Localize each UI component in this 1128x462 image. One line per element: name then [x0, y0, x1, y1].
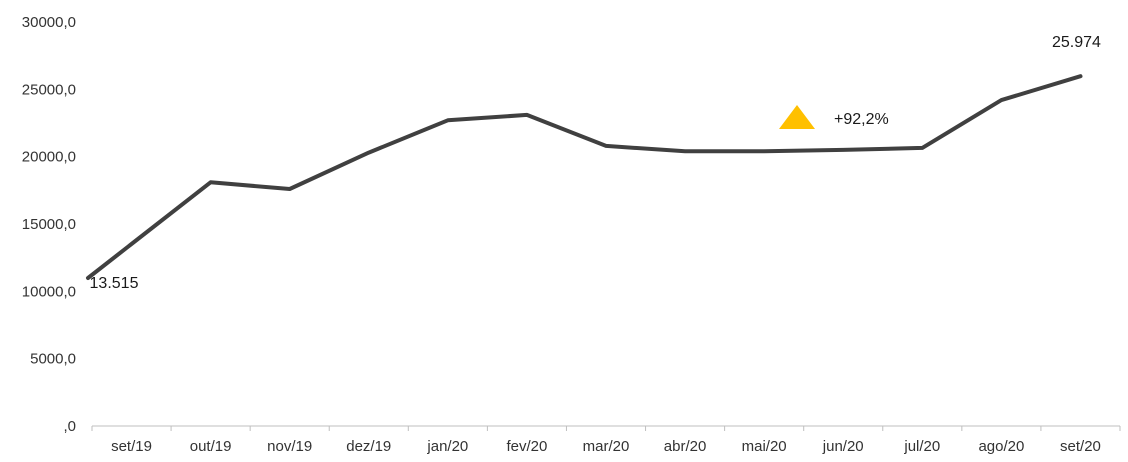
x-tick-label: nov/19 [267, 438, 312, 455]
x-tick-label: jan/20 [426, 438, 468, 455]
x-tick-label: ago/20 [978, 438, 1024, 455]
series-line [86, 74, 1083, 280]
y-tick-label: 10000,0 [22, 283, 76, 300]
x-tick-label: jul/20 [903, 438, 940, 455]
up-triangle-icon [779, 105, 815, 129]
y-tick-label: ,0 [63, 418, 76, 435]
x-tick-label: mar/20 [583, 438, 630, 455]
data-label-last: 25.974 [1052, 34, 1101, 51]
data-label-first: 13.515 [90, 275, 139, 292]
y-axis-ticks: 30000,0 25000,0 20000,0 15000,0 10000,0 5000,… [22, 14, 76, 435]
x-tick-label: abr/20 [664, 438, 707, 455]
x-axis-labels: set/19 out/19 nov/19 dez/19 jan/20 fev/20 mar/… [111, 438, 1101, 455]
x-tick-label: mai/20 [742, 438, 787, 455]
y-tick-label: 25000,0 [22, 81, 76, 98]
x-tick-label: dez/19 [346, 438, 391, 455]
x-tick-label: set/20 [1060, 438, 1101, 455]
y-tick-label: 5000,0 [30, 351, 76, 368]
y-tick-label: 15000,0 [22, 216, 76, 233]
x-tick-label: fev/20 [506, 438, 547, 455]
y-tick-label: 20000,0 [22, 149, 76, 166]
x-axis-tick-marks [91, 426, 1121, 431]
x-tick-label: set/19 [111, 438, 152, 455]
growth-annotation: +92,2% [834, 111, 889, 128]
series-lines [86, 74, 1083, 280]
x-tick-label: jun/20 [822, 438, 864, 455]
x-tick-label: out/19 [190, 438, 232, 455]
y-tick-label: 30000,0 [22, 14, 76, 31]
